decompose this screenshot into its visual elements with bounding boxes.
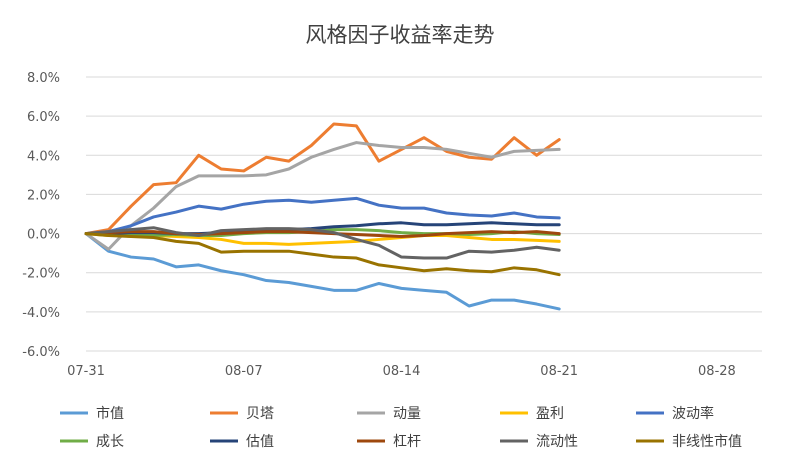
legend-label: 动量 [393, 406, 421, 422]
legend-item: 估值 [210, 434, 274, 450]
legend-item: 成长 [60, 434, 124, 450]
legend-label: 杠杆 [393, 434, 421, 450]
series-line-波动率 [84, 196, 561, 236]
legend-label: 估值 [246, 434, 274, 450]
y-tick-label: -2.0% [22, 267, 60, 282]
legend-label: 贝塔 [246, 406, 274, 422]
legend-item: 流动性 [500, 434, 578, 450]
series-line-流动性 [84, 226, 561, 260]
legend-item: 杠杆 [357, 434, 421, 450]
series-line-动量 [84, 141, 561, 251]
y-tick-label: -4.0% [22, 306, 60, 321]
y-tick-label: 8.0% [27, 71, 60, 86]
x-tick-label: 08-28 [698, 364, 736, 379]
chart-title: 风格因子收益率走势 [306, 23, 495, 47]
legend-label: 成长 [96, 434, 124, 450]
legend-label: 非线性市值 [672, 433, 742, 450]
legend-item: 非线性市值 [636, 433, 742, 450]
x-tick-label: 08-07 [225, 364, 263, 379]
legend-item: 波动率 [636, 405, 714, 422]
x-tick-label: 08-14 [383, 364, 421, 379]
legend-item: 盈利 [500, 406, 564, 422]
legend-label: 波动率 [672, 405, 714, 422]
x-tick-label: 08-21 [540, 364, 578, 379]
series-line-贝塔 [84, 122, 561, 236]
legend-label: 盈利 [536, 406, 564, 422]
series-line-市值 [84, 232, 561, 311]
legend-label: 市值 [96, 405, 124, 422]
y-tick-label: 4.0% [27, 149, 60, 164]
y-tick-label: 2.0% [27, 188, 60, 203]
legend-item: 动量 [357, 406, 421, 422]
legend-item: 贝塔 [210, 406, 274, 422]
legend-label: 流动性 [536, 434, 578, 450]
series-line-杠杆 [84, 230, 561, 239]
x-tick-label: 07-31 [67, 364, 105, 379]
legend-item: 市值 [60, 405, 124, 422]
series-line-非线性市值 [84, 232, 561, 277]
y-tick-label: -6.0% [22, 345, 60, 360]
y-tick-label: 6.0% [27, 110, 60, 125]
y-tick-label: 0.0% [27, 228, 60, 243]
